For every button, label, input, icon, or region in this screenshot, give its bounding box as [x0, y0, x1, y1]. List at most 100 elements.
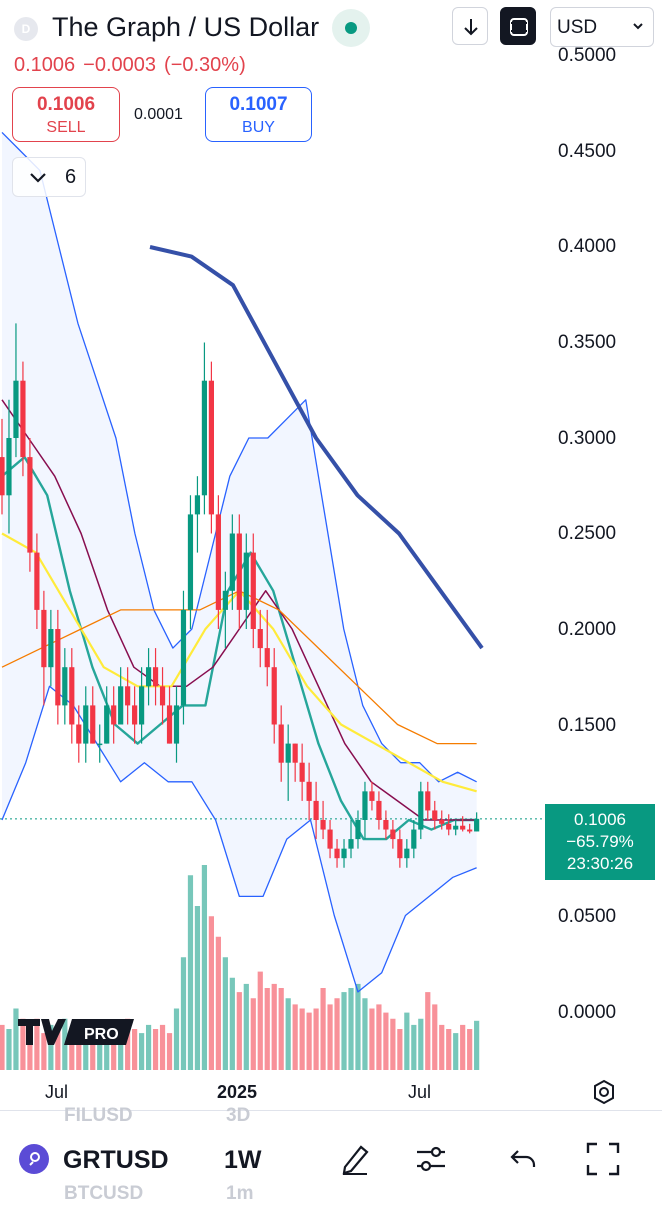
fullscreen-icon[interactable]: [585, 1141, 621, 1177]
timeframe-selector[interactable]: 1W: [224, 1146, 262, 1174]
candle-body: [383, 820, 389, 830]
candle-body: [76, 724, 82, 744]
candle-body: [397, 839, 403, 859]
fullscreen-toggle-button[interactable]: [500, 7, 536, 45]
settings-icon[interactable]: [590, 1078, 618, 1106]
candle-body: [376, 800, 382, 820]
candle-body: [236, 533, 242, 610]
symbol-icon: [19, 1144, 49, 1174]
price-axis-label: 0.2000: [558, 619, 617, 640]
volume-bar: [404, 1012, 410, 1070]
candle-body: [34, 552, 40, 610]
pen-icon[interactable]: [337, 1141, 373, 1177]
volume-bar: [243, 983, 249, 1070]
time-axis-label: Jul: [45, 1082, 69, 1102]
download-button[interactable]: [452, 7, 488, 45]
current-price-tag: 0.1006 −65.79% 23:30:26: [545, 804, 655, 880]
page-title[interactable]: The Graph / US Dollar: [52, 12, 320, 42]
candle-body: [390, 829, 396, 840]
volume-bar: [222, 957, 228, 1070]
volume-bar: [104, 1029, 110, 1070]
indicators-settings-icon[interactable]: [413, 1141, 449, 1177]
candle-body: [306, 781, 312, 801]
volume-bar: [271, 983, 277, 1070]
candle-body: [348, 839, 354, 849]
bollinger-upper-line: [1, 131, 477, 783]
tradingview-pro-logo: PRO: [18, 1019, 134, 1045]
candle-body: [180, 609, 187, 706]
chevron-down-icon: [30, 173, 46, 183]
currency-value: USD: [557, 17, 598, 38]
volume-bar: [257, 971, 263, 1070]
price-axis-label: 0.0500: [558, 906, 617, 927]
volume-bar: [474, 1020, 480, 1070]
price-axis-label: 0.0000: [558, 1002, 617, 1023]
volume-bar: [194, 906, 201, 1070]
volume-bar: [446, 1029, 452, 1070]
candle-body: [83, 705, 89, 744]
volume-bar: [187, 875, 194, 1070]
price-axis-label: 0.3000: [558, 428, 617, 449]
candle-body: [467, 829, 473, 832]
graph-logo-icon: [29, 1152, 40, 1166]
volume-bar: [180, 957, 187, 1070]
candle-body: [41, 609, 47, 668]
candle-body: [0, 457, 5, 496]
candle-body: [278, 724, 284, 763]
candle-body: [446, 823, 452, 830]
candle-body: [327, 829, 333, 849]
candle-body: [13, 380, 19, 438]
volume-bar: [334, 998, 340, 1070]
volume-bar: [0, 1024, 5, 1070]
sell-button[interactable]: 0.1006 SELL: [12, 87, 120, 142]
price-axis-label: 0.3500: [558, 332, 617, 353]
candle-body: [6, 438, 12, 496]
candle-body: [432, 810, 438, 820]
volume-bar: [362, 998, 368, 1070]
candle-body: [362, 791, 368, 820]
candle-body: [257, 629, 263, 649]
symbol-selector[interactable]: GRTUSD: [63, 1146, 169, 1174]
candle-body: [187, 514, 194, 610]
price-axis-label: 0.4500: [558, 141, 617, 162]
volume-bar: [139, 1033, 145, 1070]
volume-bar: [201, 865, 208, 1070]
buy-button[interactable]: 0.1007 BUY: [205, 87, 312, 142]
price-axis-label: 0.4000: [558, 236, 617, 257]
currency-select[interactable]: USD: [550, 7, 654, 47]
adjacent-symbol: FILUSD: [64, 1105, 133, 1126]
volume-bar: [299, 1008, 305, 1070]
volume-bar: [411, 1024, 417, 1070]
candle-body: [97, 743, 103, 746]
candle-body: [411, 829, 417, 849]
candle-body: [152, 667, 159, 687]
volume-bar: [264, 988, 270, 1070]
volume-bar: [460, 1024, 466, 1070]
candle-body: [20, 380, 26, 458]
candle-body: [27, 457, 33, 553]
candle-body: [369, 791, 375, 801]
last-price: 0.1006: [14, 54, 76, 76]
volume-bar: [76, 1039, 82, 1070]
undo-icon[interactable]: [508, 1141, 540, 1177]
market-status-indicator[interactable]: [332, 9, 370, 47]
current-change: −65.79%: [566, 832, 634, 851]
adjacent-timeframe: 1m: [226, 1183, 254, 1204]
volume-bar: [285, 998, 291, 1070]
candle-body: [159, 686, 166, 706]
candle-body: [118, 686, 124, 725]
volume-bar: [125, 1018, 131, 1070]
buy-label: BUY: [242, 119, 275, 136]
bottom-toolbar: FILUSD 3D GRTUSD 1W BTCUSD 1m: [0, 1105, 662, 1204]
bar-countdown: 23:30:26: [566, 854, 634, 873]
volume-bar: [390, 1018, 396, 1070]
candle-body: [62, 667, 68, 706]
candle-body: [334, 848, 340, 859]
sell-label: SELL: [46, 119, 86, 136]
volume-bar: [145, 1024, 152, 1070]
candle-body: [132, 705, 138, 725]
price-chart[interactable]: [0, 56, 545, 1070]
candle-body: [90, 705, 96, 744]
top-bar: D The Graph / US Dollar USD: [0, 0, 662, 56]
indicators-toggle[interactable]: 6: [12, 157, 86, 197]
